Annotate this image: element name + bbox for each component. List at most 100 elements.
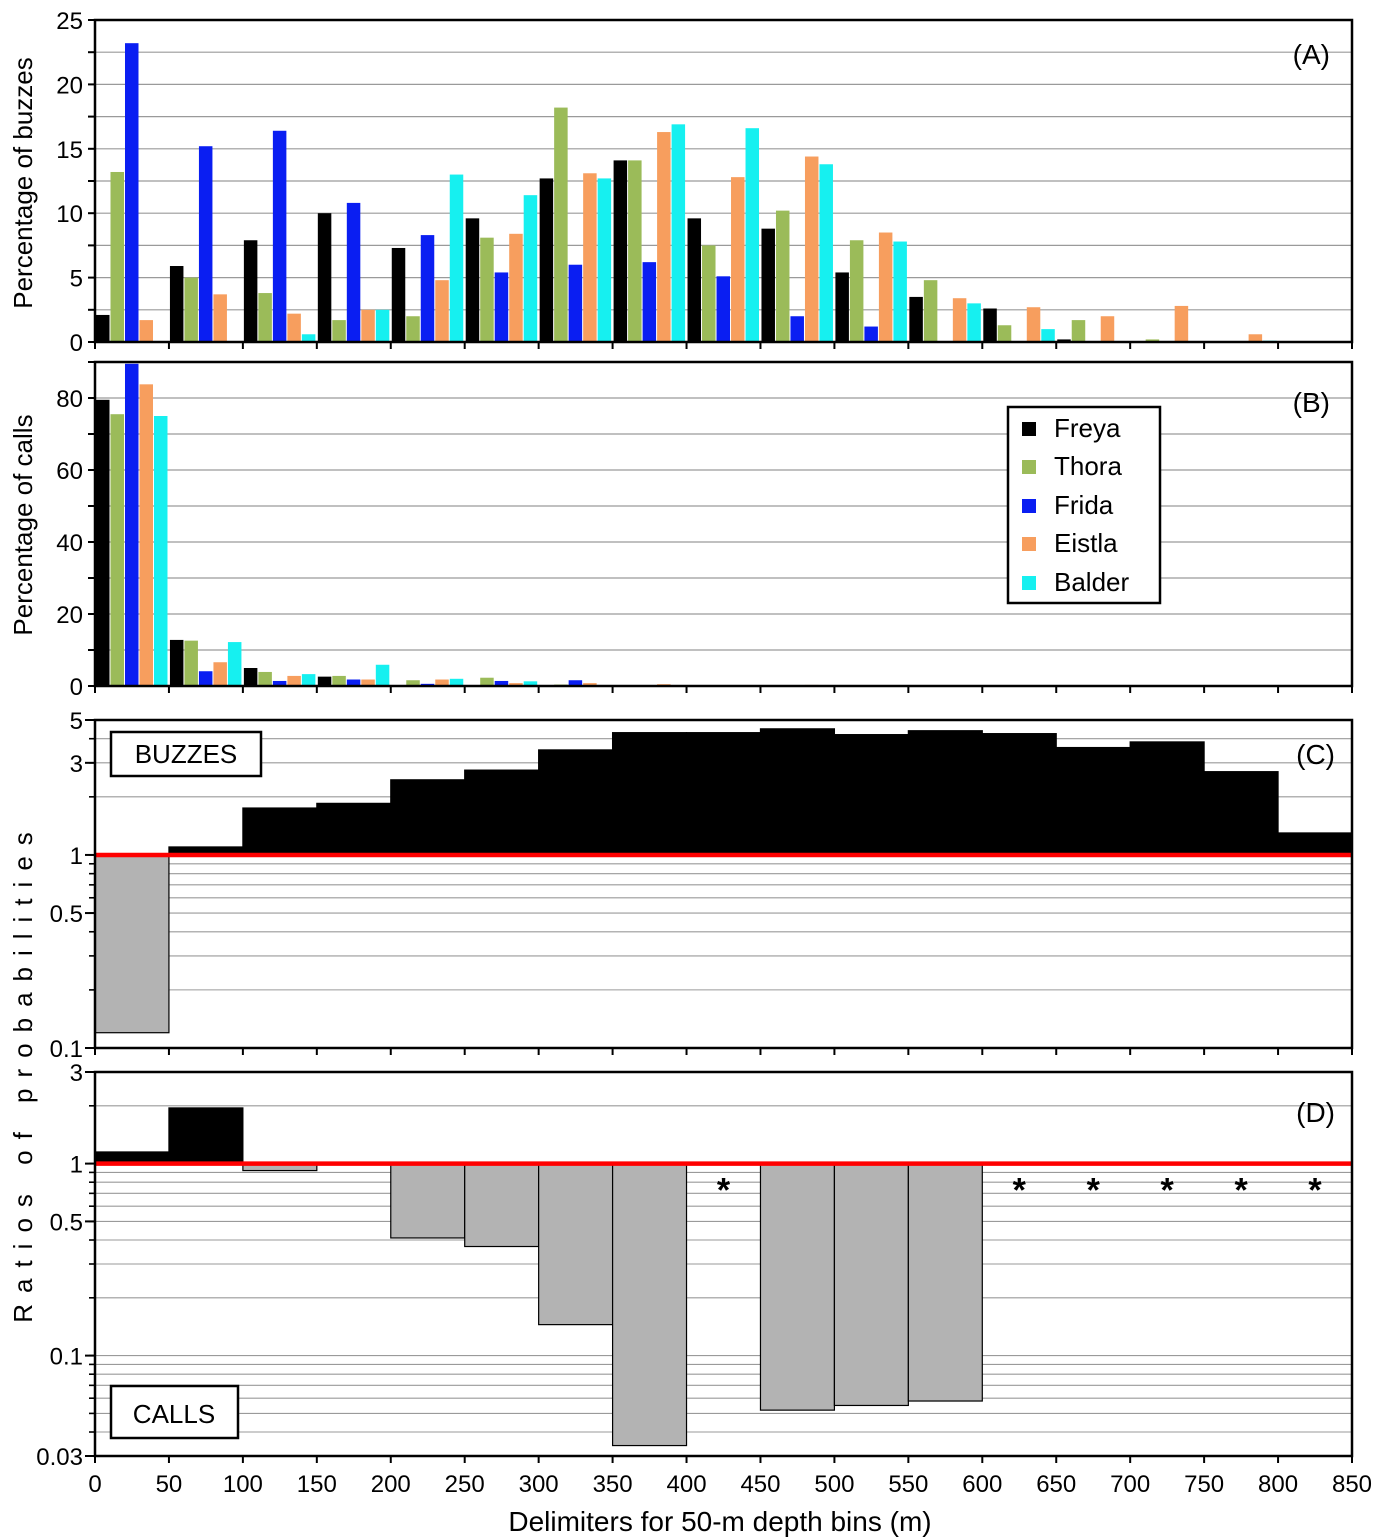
panel-b-ytick-label: 20	[56, 602, 83, 629]
panel-a-bar-thora	[1145, 339, 1160, 342]
panel-d-call-ratio-chart: 0.03 0.1 0.5 1 3 * * * * * *	[36, 1060, 1354, 1471]
panel-a-bar-balder	[449, 174, 464, 342]
x-tick-label: 450	[740, 1471, 780, 1498]
panel-d-ratio-bar-below	[759, 1163, 836, 1411]
panel-b-bar-balder	[523, 681, 538, 686]
panel-a-bar-eistla	[509, 233, 523, 342]
panel-a-bar-frida	[124, 43, 139, 343]
panel-a-bar-eistla	[435, 280, 449, 342]
panel-a-bar-freya	[909, 296, 923, 342]
panel-c-ratio-bar-above	[1129, 741, 1205, 856]
panel-a-bar-freya	[317, 213, 332, 342]
panel-b-bar-frida	[494, 680, 509, 686]
panel-a-bar-freya	[391, 247, 406, 342]
panel-a-bar-thora	[923, 280, 938, 342]
panel-a-bar-thora	[110, 171, 124, 342]
panel-c-ratio-bar-above	[1277, 832, 1353, 856]
panel-d-ratio-bar-below	[538, 1163, 614, 1326]
panel-c-frame	[93, 718, 1354, 1050]
legend-swatch-frida	[1022, 499, 1036, 513]
panel-a-ytick-label: 25	[56, 8, 83, 35]
panel-a-bar-balder	[301, 334, 316, 342]
panel-b-bar-freya	[243, 668, 258, 686]
panel-b-ytick-label: 60	[56, 458, 83, 485]
x-tick-label: 200	[371, 1471, 411, 1498]
panel-a-bar-balder	[1041, 329, 1055, 342]
panel-a-bar-freya	[243, 240, 258, 342]
panel-c-ytick-label: 1	[70, 843, 83, 870]
panel-a-bar-eistla	[1100, 316, 1115, 342]
legend-label-thora: Thora	[1054, 451, 1122, 481]
x-tick-label: 150	[297, 1471, 337, 1498]
panel-a-ytick-label: 0	[70, 330, 83, 357]
buzzes-label-box: BUZZES	[109, 730, 263, 778]
panel-a-bar-freya	[1057, 339, 1071, 342]
panel-d-ratio-bar-below	[464, 1163, 540, 1248]
panel-a-ytick-label: 5	[70, 266, 83, 293]
panel-c-ytick-label: 0.5	[50, 901, 83, 928]
panel-b-bar-eistla	[509, 683, 523, 686]
panel-d-ratio-bar-below	[390, 1163, 466, 1239]
panel-a-buzzes-histogram: 0 5 10 15 20 25	[56, 8, 1354, 357]
panel-d-asterisk: *	[1013, 1172, 1027, 1210]
panel-b-bar-frida	[124, 363, 139, 686]
x-tick-label: 650	[1036, 1471, 1076, 1498]
panel-b-bar-freya	[317, 676, 332, 686]
calls-label-frame	[109, 1384, 240, 1440]
panel-a-bar-freya	[687, 218, 702, 342]
panel-d-frame	[93, 1070, 1354, 1458]
panel-d-ytick-label: 1	[70, 1152, 83, 1179]
panel-c-ratio-bar-above	[611, 732, 688, 856]
panel-c-ratio-bar-above	[1055, 746, 1131, 856]
panel-a-bar-frida	[346, 202, 361, 342]
panel-b-bar-balder	[227, 642, 242, 686]
legend-label-frida: Frida	[1054, 490, 1114, 520]
panel-a-bar-balder	[967, 303, 981, 342]
panel-c-ytick-label: 3	[70, 751, 83, 778]
panel-a-bar-freya	[465, 218, 480, 342]
panel-c-ratio-bar-above	[316, 802, 392, 856]
x-tick-label: 600	[962, 1471, 1002, 1498]
x-tick-label: 250	[445, 1471, 485, 1498]
panel-a-bar-eistla	[657, 132, 671, 342]
calls-label: CALLS	[133, 1399, 215, 1429]
x-tick-label: 750	[1184, 1471, 1224, 1498]
panel-b-bar-thora	[184, 640, 198, 686]
panel-a-tag: (A)	[1293, 39, 1330, 70]
panel-b-bar-balder	[301, 674, 316, 686]
panel-b-bar-frida	[346, 679, 361, 686]
x-tick-label: 0	[88, 1471, 101, 1498]
panel-d-ratio-bar-below	[611, 1163, 688, 1447]
panel-a-bar-freya	[761, 228, 775, 342]
panel-b-tag: (B)	[1293, 387, 1330, 418]
x-tick-label: 400	[667, 1471, 707, 1498]
legend-swatch-eistla	[1022, 537, 1036, 551]
panel-c-ytick-label: 0.1	[50, 1036, 83, 1063]
legend-label-freya: Freya	[1054, 413, 1121, 443]
panel-b-bar-eistla	[287, 675, 301, 686]
panel-a-bar-frida	[568, 264, 583, 342]
panel-a-bar-thora	[258, 293, 272, 342]
panel-a-bar-thora	[554, 107, 568, 342]
panel-b-bar-thora	[332, 675, 346, 686]
panel-a-bar-eistla	[287, 313, 301, 342]
panel-a-bar-eistla	[361, 309, 375, 342]
panel-a-bar-thora	[628, 160, 642, 342]
panel-b-bar-thora	[406, 680, 420, 686]
panel-a-bar-eistla	[1174, 305, 1189, 342]
panel-a-bar-eistla	[731, 177, 745, 342]
panel-c-ratio-bar-above	[1203, 771, 1279, 856]
x-tick-label: 300	[519, 1471, 559, 1498]
panel-d-ratio-bar-above	[168, 1107, 244, 1165]
x-tick-label: 50	[156, 1471, 183, 1498]
panel-b-bar-freya	[96, 399, 110, 686]
x-tick-label: 100	[223, 1471, 263, 1498]
panel-b-bar-eistla	[583, 683, 597, 686]
panel-c-ratio-bar-above	[759, 728, 836, 856]
panel-a-bar-balder	[893, 241, 907, 342]
panel-a-bar-frida	[716, 276, 731, 342]
panel-b-bar-thora	[110, 414, 124, 686]
panel-d-asterisk: *	[1234, 1172, 1248, 1210]
panel-d-asterisk: *	[717, 1172, 731, 1210]
panel-a-bar-balder	[819, 164, 833, 342]
